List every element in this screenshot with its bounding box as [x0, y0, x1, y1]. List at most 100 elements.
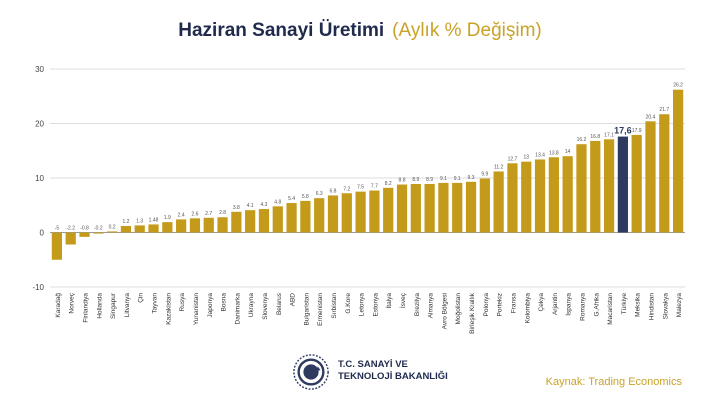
- data-label: 2.4: [178, 212, 185, 218]
- data-label: 21.7: [659, 107, 669, 113]
- x-tick-label: Hindistan: [648, 293, 655, 320]
- x-tick-label: Brezilya: [414, 293, 421, 317]
- bar: [562, 156, 573, 233]
- data-label: 8.9: [426, 177, 433, 183]
- x-tick-label: G.Kore: [345, 293, 352, 314]
- source-note: Kaynak: Trading Economics: [545, 376, 682, 388]
- x-tick-label: Malezya: [676, 293, 683, 318]
- x-tick-label: Meksika: [635, 293, 642, 317]
- bar: [134, 225, 145, 233]
- bar: [245, 210, 256, 233]
- bar: [93, 232, 104, 234]
- x-tick-label: Arjantin: [552, 293, 559, 315]
- data-label: 17.9: [632, 128, 642, 134]
- y-tick-label: 0: [40, 229, 45, 238]
- bar: [189, 218, 201, 233]
- data-label: 13.4: [535, 152, 545, 158]
- bar: [521, 161, 532, 233]
- bar: [162, 222, 173, 233]
- bar: [465, 181, 477, 233]
- x-tick-label: Finlandiya: [83, 293, 90, 323]
- bar: [672, 89, 684, 233]
- data-label: 9.1: [454, 176, 461, 182]
- data-label: 7.7: [371, 184, 378, 190]
- x-tick-label: Polonya: [483, 293, 490, 317]
- data-label: 13: [523, 155, 529, 161]
- bar: [79, 232, 90, 237]
- data-label: 20.4: [646, 114, 656, 120]
- data-label: 1.48: [149, 217, 159, 223]
- x-tick-label: Tayvan: [152, 293, 159, 314]
- data-label: 26.2: [673, 83, 683, 89]
- data-label: 17,6: [614, 126, 632, 136]
- data-label: 6.8: [330, 188, 337, 194]
- x-tick-label: Slovakya: [662, 293, 669, 320]
- x-tick-label: Bosna: [221, 293, 228, 312]
- bar: [590, 140, 601, 233]
- data-label: 17.1: [604, 132, 614, 138]
- x-tick-label: Portekiz: [497, 293, 504, 316]
- data-label: 16.8: [590, 134, 600, 140]
- data-label: 9.9: [481, 172, 488, 178]
- x-tick-label: Çekya: [538, 293, 545, 312]
- x-tick-label: İsveç: [398, 292, 407, 308]
- data-label: 2.6: [191, 211, 198, 217]
- x-tick-label: Macaristan: [607, 293, 614, 325]
- data-label: 9.1: [440, 176, 447, 182]
- bar: [548, 157, 559, 233]
- x-tick-label: Romanya: [579, 293, 586, 321]
- x-tick-label: Letonya: [359, 293, 366, 317]
- data-label: 4.1: [247, 203, 254, 209]
- x-tick-label: İtalya: [384, 293, 393, 309]
- data-label: 11.2: [494, 164, 504, 170]
- x-tick-label: Norveç: [69, 292, 76, 313]
- bar: [203, 217, 214, 233]
- x-tick-label: Belarus: [276, 292, 283, 315]
- x-tick-label: Japonya: [207, 293, 214, 318]
- data-label: 9.3: [468, 175, 475, 181]
- x-tick-label: G.Afrika: [593, 293, 600, 317]
- x-tick-label: Karadağ: [55, 293, 62, 318]
- ministry-name-line1: T.C. SANAYİ VE: [338, 359, 408, 370]
- x-tick-label: Kazakistan: [165, 293, 172, 325]
- y-tick-label: 20: [35, 120, 44, 129]
- x-tick-label: Moğolistan: [455, 293, 462, 325]
- bar: [424, 183, 435, 233]
- data-label: 8.2: [385, 181, 392, 187]
- bar: [355, 191, 366, 233]
- data-label: 8.8: [399, 178, 406, 184]
- bar: [396, 184, 408, 233]
- x-tick-label: Sırbistan: [331, 293, 338, 319]
- x-tick-label: İspanya: [564, 293, 573, 316]
- y-tick-label: -10: [32, 283, 44, 292]
- bar: [659, 114, 670, 233]
- bar: [231, 211, 242, 233]
- bar: [507, 163, 518, 233]
- data-label: -0.8: [80, 226, 89, 232]
- x-tick-label: ABD: [290, 293, 297, 307]
- bar: [631, 134, 642, 233]
- bar: [452, 182, 463, 233]
- data-label: 1.9: [164, 215, 171, 221]
- bar: [438, 182, 449, 233]
- data-label: 13.8: [549, 150, 559, 156]
- x-tick-label: Hollanda: [96, 293, 103, 319]
- x-tick-label: Fransa: [510, 293, 517, 314]
- data-label: 16.2: [577, 137, 587, 143]
- ministry-logo-icon: [293, 354, 329, 390]
- data-label: 0.2: [109, 224, 116, 230]
- bar: [300, 200, 311, 233]
- bar: [65, 232, 76, 245]
- data-label: 7.5: [357, 185, 364, 191]
- data-label: 14: [565, 149, 571, 155]
- ministry-name: T.C. SANAYİ VE TEKNOLOJİ BAKANLIĞI: [338, 359, 448, 383]
- x-tick-label: Singapur: [110, 292, 117, 319]
- x-tick-label: Birleşik Krallık: [469, 292, 476, 334]
- data-label: 4.3: [260, 202, 267, 208]
- x-tick-label: Ermenistan: [317, 293, 324, 326]
- x-tick-label: Slovenya: [262, 293, 269, 320]
- bar: [107, 231, 118, 233]
- data-label: 8.9: [412, 177, 419, 183]
- chart-title-main: Haziran Sanayi Üretimi: [178, 20, 385, 41]
